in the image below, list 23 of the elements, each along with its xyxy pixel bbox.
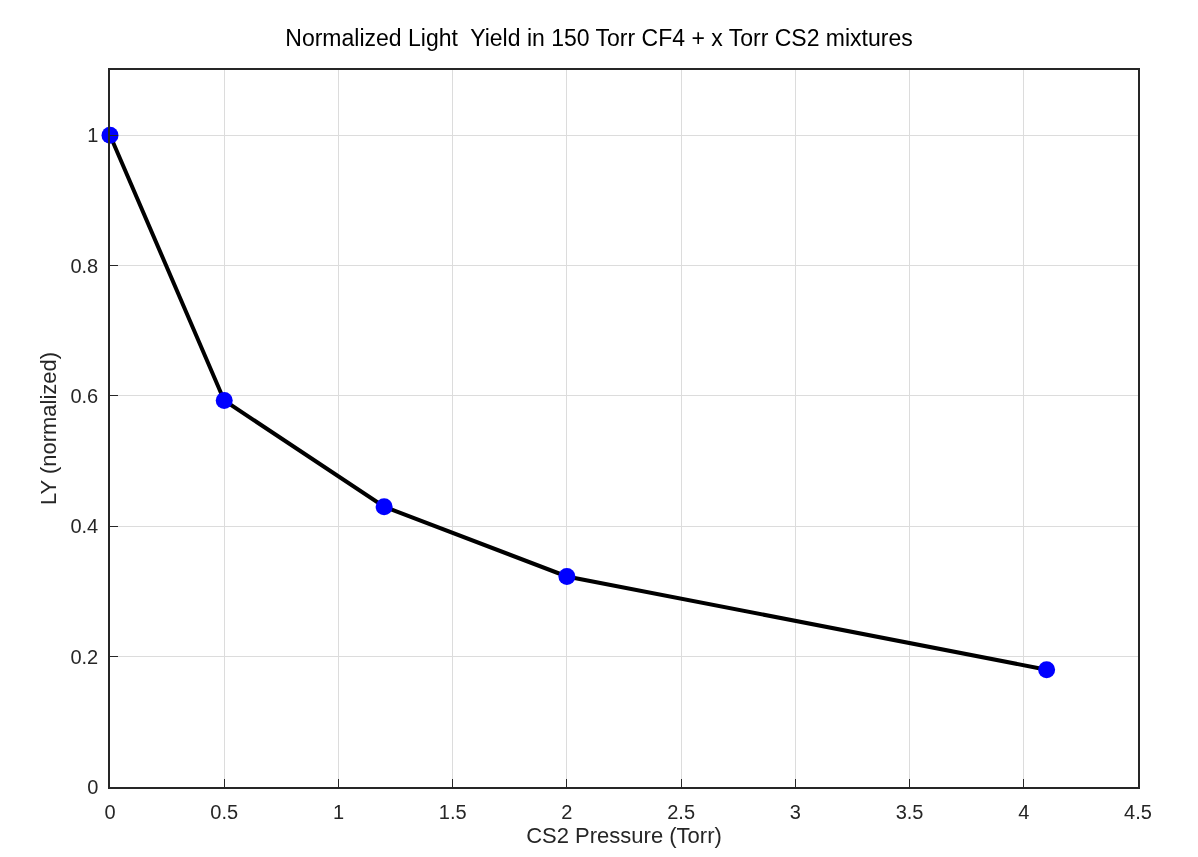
x-axis-title: CS2 Pressure (Torr) [526,823,722,849]
point [558,567,576,585]
y-tick-label: 0.2 [70,645,99,668]
x-tick-label: 3.5 [895,800,924,823]
x-tick-label: 2 [561,800,573,823]
y-tick-label: 1 [87,124,99,147]
x-tick-label: 2.5 [667,800,696,823]
x-tick-label: 1 [332,800,344,823]
x-tick-label: 4 [1018,800,1030,823]
y-tick-label: 0.4 [70,515,99,538]
point [375,498,393,516]
point [215,391,233,409]
chart-title: Normalized Light Yield in 150 Torr CF4 + x Torr CS2 mixtures [285,25,913,52]
x-tick-label: 0.5 [210,800,239,823]
y-axis-title: LY (normalized) [35,351,61,506]
x-tick-label: 3 [789,800,801,823]
x-tick-label: 0 [104,800,116,823]
y-tick-label: 0 [87,776,99,798]
x-tick-label: 4.5 [1124,800,1152,823]
x-tick-label: 1.5 [438,800,467,823]
y-tick-label: 0.6 [70,384,99,407]
point [1038,661,1056,679]
y-tick-label: 0.8 [70,254,99,277]
